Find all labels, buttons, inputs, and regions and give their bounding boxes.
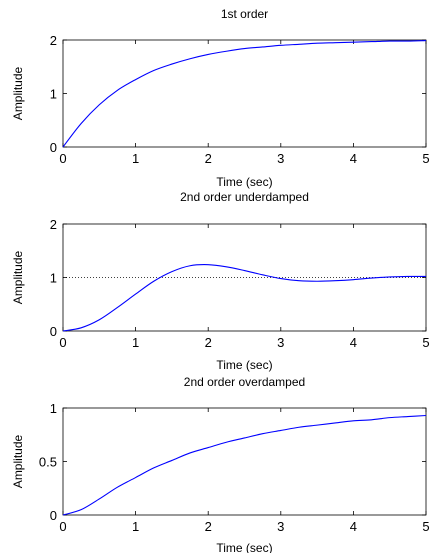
chart1-ylabel: Amplitude [11, 67, 25, 121]
chart3-xtick-label-0: 0 [59, 519, 66, 534]
chart3-title: 2nd order overdamped [184, 375, 305, 389]
chart3-ytick-label-1: 0.5 [39, 455, 57, 470]
chart1-ytick-label-2: 2 [50, 33, 57, 48]
chart2-xtick-label-3: 3 [277, 335, 284, 350]
chart1-title: 1st order [221, 7, 268, 21]
chart3-ytick-label-0: 0 [50, 508, 57, 523]
chart1-ytick-label-1: 1 [50, 87, 57, 102]
chart1-xtick-label-3: 3 [277, 151, 284, 166]
chart1-axes-box [62, 39, 427, 148]
chart3-xtick-label-2: 2 [205, 519, 212, 534]
chart1-xtick-label-1: 1 [132, 151, 139, 166]
chart3-xtick-label-4: 4 [350, 519, 357, 534]
chart2-xtick-label-5: 5 [422, 335, 429, 350]
chart3-xtick-label-1: 1 [132, 519, 139, 534]
chart2-xtick-label-4: 4 [350, 335, 357, 350]
chart2-xtick-label-0: 0 [59, 335, 66, 350]
chart3-ytick-label-2: 1 [50, 401, 57, 416]
chart2-ytick-label-0: 0 [50, 324, 57, 339]
chart2-ylabel: Amplitude [11, 251, 25, 305]
chart2-xlabel: Time (sec) [216, 358, 272, 372]
chart1-xtick-label-2: 2 [205, 151, 212, 166]
chart1-xlabel: Time (sec) [216, 175, 272, 189]
chart1-xtick-label-0: 0 [59, 151, 66, 166]
chart1-xtick-label-4: 4 [350, 151, 357, 166]
chart2-xtick-label-2: 2 [205, 335, 212, 350]
chart1-ytick-label-0: 0 [50, 140, 57, 155]
chart1-xtick-label-5: 5 [422, 151, 429, 166]
chart3-xlabel: Time (sec) [216, 541, 272, 553]
chart3-xtick-label-3: 3 [277, 519, 284, 534]
chart2-ytick-label-2: 2 [50, 217, 57, 232]
chart3-ylabel: Amplitude [11, 435, 25, 489]
chart3-series-0-line [62, 414, 427, 516]
chart2-ytick-label-1: 1 [50, 271, 57, 286]
chart3-axes-box [62, 407, 427, 516]
chart2-xtick-label-1: 1 [132, 335, 139, 350]
chart2-title: 2nd order underdamped [180, 190, 309, 204]
chart1-series-0-line [62, 39, 427, 148]
chart2-series-0-line [62, 264, 427, 332]
chart3-xtick-label-5: 5 [422, 519, 429, 534]
